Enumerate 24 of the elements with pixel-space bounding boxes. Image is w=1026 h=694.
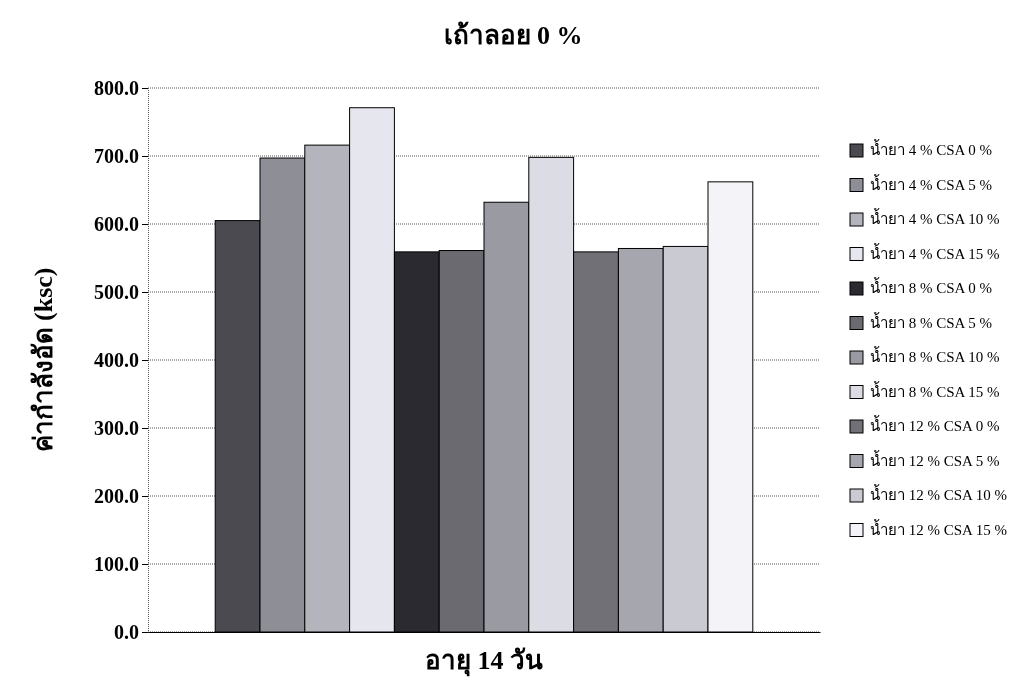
legend-label: น้ำยา 4 % CSA 5 % [870,173,993,193]
chart-title: เถ้าลอย 0 % [443,21,583,50]
legend-label: น้ำยา 4 % CSA 10 % [870,208,1000,227]
legend-label: น้ำยา 4 % CSA 0 % [870,139,993,158]
legend-label: น้ำยา 8 % CSA 10 % [870,346,1000,365]
legend-label: น้ำยา 12 % CSA 5 % [870,449,1000,469]
legend-label: น้ำยา 8 % CSA 0 % [870,277,993,296]
y-tick-label: 0.0 [114,620,139,643]
y-tick-label: 100.0 [94,552,139,575]
legend-label: น้ำยา 12 % CSA 15 % [870,518,1008,538]
legend-label: น้ำยา 4 % CSA 15 % [870,242,1000,262]
legend-label: น้ำยา 12 % CSA 0 % [870,415,1000,434]
y-axis-title: ค่ากำลังอัด (ksc) [29,267,58,453]
y-tick-label: 800.0 [94,76,139,99]
y-tick-label: 700.0 [94,144,139,167]
y-tick-label: 400.0 [94,348,139,371]
y-tick-label: 600.0 [94,212,139,235]
legend-label: น้ำยา 12 % CSA 10 % [870,484,1008,503]
y-tick-label: 300.0 [94,416,139,439]
y-tick-label: 200.0 [94,484,139,507]
x-tick-label: อายุ 14 วัน [425,645,543,677]
legend-label: น้ำยา 8 % CSA 15 % [870,380,1000,400]
legend-label: น้ำยา 8 % CSA 5 % [870,311,993,331]
y-tick-label: 500.0 [94,280,139,303]
